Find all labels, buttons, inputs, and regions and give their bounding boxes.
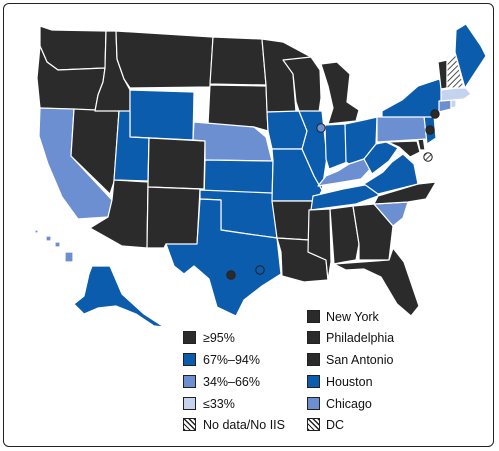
legend-label-san-antonio: San Antonio — [326, 353, 394, 367]
state-virginia — [363, 153, 419, 195]
us-map — [34, 23, 487, 328]
legend-swatch-san-antonio — [307, 353, 320, 366]
city-marker-new-york — [430, 109, 440, 119]
city-marker-san-antonio — [226, 270, 236, 280]
legend-label-houston: Houston — [326, 375, 373, 389]
state-colorado — [147, 137, 206, 190]
state-florida — [333, 247, 420, 317]
city-marker-houston — [255, 265, 265, 275]
states-layer — [34, 23, 487, 328]
legend-label-new-york: New York — [326, 310, 379, 324]
city-marker-philadelphia — [425, 125, 435, 135]
state-michigan — [320, 61, 360, 125]
legend-label-34-66: 34%–66% — [203, 375, 260, 389]
legend-swatch-95 — [183, 331, 196, 344]
legend-swatch-new-york — [307, 310, 320, 323]
state-massachusetts — [440, 86, 472, 102]
city-marker-dc — [423, 152, 433, 162]
legend-swatch-dc — [307, 418, 320, 431]
city-marker-chicago — [316, 123, 326, 133]
legend-label-33: ≤33% — [203, 397, 235, 411]
state-new-hampshire — [446, 51, 465, 89]
legend-label-no-data: No data/No IIS — [203, 418, 285, 432]
legend-swatch-philadelphia — [307, 331, 320, 344]
state-texas — [165, 198, 282, 317]
legend-swatch-67-94 — [183, 353, 196, 366]
state-north-dakota — [209, 36, 267, 86]
legend-label-95: ≥95% — [203, 331, 235, 345]
state-hawaii — [34, 229, 74, 263]
legend-label-dc: DC — [326, 418, 345, 432]
legend-swatch-houston — [307, 375, 320, 388]
legend-swatch-no-data — [183, 418, 196, 431]
state-new-mexico — [146, 186, 201, 249]
state-maryland — [387, 140, 421, 158]
state-west-virginia — [363, 141, 399, 175]
state-indiana — [324, 123, 348, 170]
cities-layer — [226, 109, 440, 280]
state-south-dakota — [207, 84, 269, 132]
legend-label-chicago: Chicago — [326, 397, 372, 411]
state-alaska — [73, 265, 165, 328]
state-wyoming — [129, 89, 195, 141]
map-frame: ≥95% 67%–94% 34%–66% ≤33% No data/No IIS… — [3, 3, 494, 447]
legend-swatch-33 — [183, 397, 196, 410]
state-rhode-island — [450, 99, 457, 109]
legend-swatch-34-66 — [183, 375, 196, 388]
state-pennsylvania — [376, 115, 428, 143]
state-maine — [454, 23, 487, 89]
legend-label-philadelphia: Philadelphia — [326, 331, 395, 345]
state-connecticut — [438, 99, 452, 113]
state-montana — [115, 30, 214, 89]
legend-label-67-94: 67%–94% — [203, 353, 260, 367]
legend-swatch-chicago — [307, 397, 320, 410]
